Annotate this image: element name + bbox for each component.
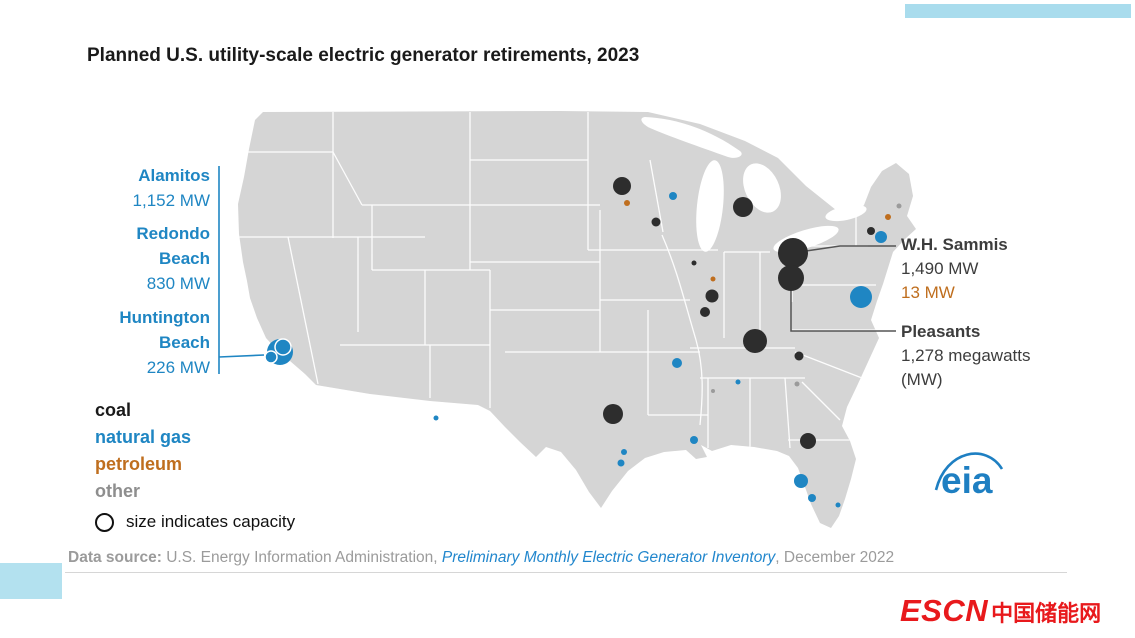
- plant-dot: [669, 192, 677, 200]
- plant-label-redondo-beach: Redondo Beach: [136, 224, 210, 268]
- pleasants-callout: Pleasants 1,278 megawatts (MW): [901, 320, 1071, 392]
- plant-dot: [794, 474, 808, 488]
- state-borders: [238, 112, 878, 449]
- footer-divider: [65, 572, 1067, 573]
- plant-dot: [867, 227, 875, 235]
- plant-dot-huntington-beach: [264, 350, 278, 364]
- decorative-bar-top: [905, 4, 1131, 18]
- data-source-line: Data source: U.S. Energy Information Adm…: [68, 549, 894, 567]
- plant-dot: [835, 502, 841, 508]
- plant-dot: [617, 459, 625, 467]
- plant-dot: [733, 197, 753, 217]
- sammis-callout: W.H. Sammis 1,490 MW 13 MW: [901, 233, 1071, 305]
- plant-dot-w-h-sammis: [778, 238, 808, 268]
- plant-label-sammis: W.H. Sammis: [901, 235, 1008, 254]
- plant-capacity-pleasants-units: (MW): [901, 370, 943, 389]
- plant-label-alamitos: Alamitos: [138, 166, 210, 185]
- plant-dots-layer: [264, 177, 902, 508]
- plant-dot: [743, 329, 767, 353]
- plant-dot: [711, 389, 715, 393]
- legend-size-note: size indicates capacity: [126, 512, 296, 531]
- callout-line-sammis: [805, 245, 896, 252]
- plant-dot: [808, 494, 816, 502]
- callout-lines: [218, 166, 896, 374]
- data-source-publication-link[interactable]: Preliminary Monthly Electric Generator I…: [441, 549, 776, 566]
- legend-size-row: size indicates capacity: [95, 512, 295, 532]
- plant-dot: [850, 286, 872, 308]
- page-title: Planned U.S. utility-scale electric gene…: [87, 45, 640, 66]
- legend-item-other: other: [95, 481, 140, 501]
- plant-capacity-redondo-beach: 830 MW: [146, 274, 210, 293]
- plant-capacity-sammis-coal: 1,490 MW: [901, 259, 979, 278]
- decorative-bar-bottom: [0, 563, 62, 599]
- plant-capacity-pleasants: 1,278 megawatts: [901, 346, 1031, 365]
- eia-logo-text: eia: [941, 460, 993, 501]
- plant-dot: [624, 200, 630, 206]
- plant-dot: [735, 379, 741, 385]
- plant-dot: [651, 217, 661, 227]
- plant-dot-pleasants: [778, 265, 804, 291]
- plant-dot: [433, 415, 439, 421]
- plant-dot: [705, 289, 719, 303]
- plant-dot: [691, 260, 697, 266]
- data-source-suffix: , December 2022: [775, 549, 895, 566]
- data-source-prefix: Data source:: [68, 549, 167, 566]
- plant-dot: [794, 351, 804, 361]
- great-lakes: [641, 117, 867, 253]
- size-circle-icon: [95, 512, 114, 532]
- plant-dot: [885, 214, 891, 220]
- california-callouts: Alamitos 1,152 MW Redondo Beach 830 MW H…: [92, 163, 210, 380]
- legend-item-coal: coal: [95, 400, 132, 420]
- plant-dot-redondo-beach: [274, 338, 292, 356]
- escn-logo-cn: 中国储能网: [991, 601, 1102, 626]
- plant-dot: [800, 433, 816, 449]
- plant-dot: [690, 436, 698, 444]
- plant-label-pleasants: Pleasants: [901, 322, 981, 341]
- legend-item-petroleum: petroleum: [95, 454, 183, 474]
- eia-logo: eia: [934, 452, 1004, 501]
- plant-dot: [613, 177, 631, 195]
- legend: coal natural gas petroleum other size in…: [95, 397, 295, 532]
- escn-logo: ESCN 中国储能网: [900, 593, 1101, 629]
- plant-dot: [710, 276, 716, 282]
- plant-dot: [621, 449, 627, 455]
- plant-capacity-huntington-beach: 226 MW: [146, 358, 210, 377]
- plant-dot: [875, 231, 887, 243]
- plant-dot: [896, 203, 902, 209]
- callout-line-california: [218, 166, 265, 374]
- plant-label-huntington-beach: Huntington Beach: [119, 308, 210, 352]
- plant-dot: [700, 307, 710, 317]
- plant-dot: [794, 381, 800, 387]
- plant-dot: [603, 404, 623, 424]
- plant-capacity-alamitos: 1,152 MW: [132, 191, 210, 210]
- legend-item-natural-gas: natural gas: [95, 427, 192, 447]
- data-source-agency: U.S. Energy Information Administration,: [166, 549, 442, 566]
- escn-logo-en: ESCN: [900, 593, 989, 628]
- plant-capacity-sammis-petroleum: 13 MW: [901, 283, 955, 302]
- eia-logo-swoosh: [934, 452, 1004, 491]
- us-map-silhouette: [238, 111, 916, 528]
- callout-line-pleasants: [790, 290, 896, 332]
- plant-dot: [672, 358, 682, 368]
